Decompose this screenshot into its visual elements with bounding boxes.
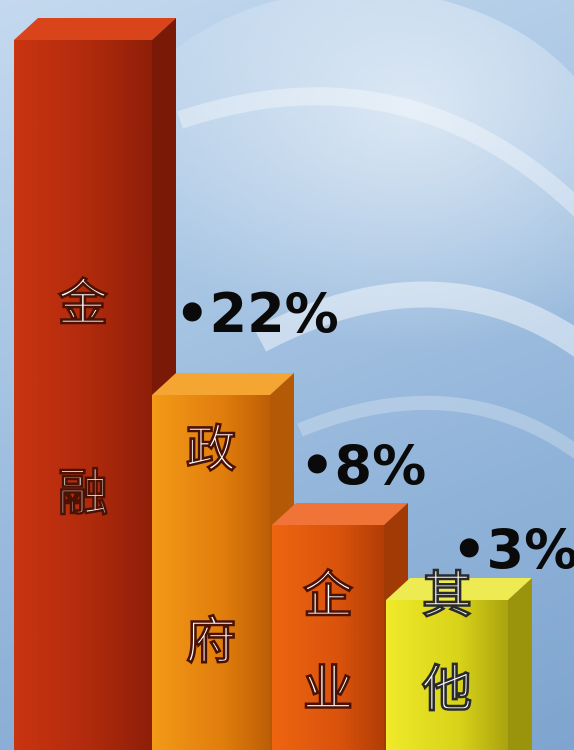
- value-label: •3%: [452, 518, 574, 581]
- bar-category-char: 府: [186, 611, 236, 670]
- bar-category-char: 政: [186, 419, 236, 478]
- bar-category-char: 融: [58, 463, 108, 522]
- bar-top-face: [14, 18, 176, 40]
- bar-category-char: 他: [421, 659, 472, 718]
- bar-category-char: 业: [303, 659, 353, 718]
- bar-top-face: [152, 373, 294, 395]
- value-label: •22%: [175, 282, 339, 345]
- bar-category-char: 金: [58, 273, 109, 332]
- bar-1: [14, 18, 176, 750]
- bar-category-char: 企: [303, 565, 354, 624]
- bar-side-face: [508, 578, 532, 750]
- value-label: •8%: [300, 434, 426, 497]
- bar-front-face: [14, 40, 152, 750]
